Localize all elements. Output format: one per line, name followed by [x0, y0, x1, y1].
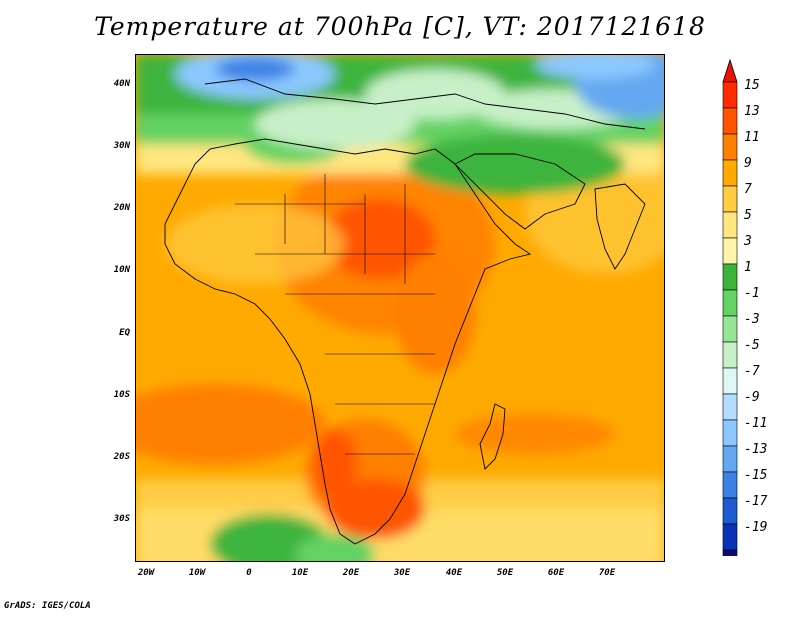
colorbar-label: -11 [744, 416, 768, 431]
africa-coastline [164, 138, 532, 545]
lon-label-50e: 50E [496, 568, 514, 578]
lat-label-30s: 30S [113, 514, 130, 524]
colorbar-label: 15 [744, 78, 760, 93]
lon-label-20e: 20E [342, 568, 360, 578]
colorbar-label: -13 [744, 442, 768, 457]
colorbar-label: -19 [744, 520, 768, 535]
coastlines [164, 78, 646, 545]
colorbar-label: -17 [744, 494, 768, 509]
lat-label-eq: EQ [119, 328, 130, 338]
colorbar-swatch [722, 159, 738, 187]
colorbar-label: -5 [744, 338, 760, 353]
colorbar-label: 11 [744, 130, 760, 145]
colorbar-over-arrow [722, 58, 738, 83]
lon-label-70e: 70E [598, 568, 616, 578]
colorbar-swatch [722, 523, 738, 551]
lon-label-10w: 10W [188, 568, 206, 578]
colorbar [722, 58, 738, 556]
colorbar-swatch [722, 81, 738, 109]
arabia-coastline [454, 153, 586, 230]
lon-label-20w: 20W [137, 568, 155, 578]
lon-label-0: 0 [246, 568, 252, 578]
lon-label-10e: 10E [291, 568, 309, 578]
colorbar-swatch [722, 185, 738, 213]
colorbar-label: 1 [744, 260, 752, 275]
colorbar-swatch [722, 289, 738, 317]
madagascar-coastline [479, 403, 506, 470]
colorbar-swatch [722, 211, 738, 239]
colorbar-label: -15 [744, 468, 768, 483]
lat-label-10s: 10S [113, 390, 130, 400]
colorbar-swatch [722, 393, 738, 421]
colorbar-label: 9 [744, 156, 752, 171]
lat-label-20n: 20N [113, 203, 130, 213]
colorbar-label: -7 [744, 364, 760, 379]
colorbar-swatch [722, 367, 738, 395]
lat-label-20s: 20S [113, 452, 130, 462]
colorbar-swatch [722, 549, 738, 556]
colorbar-swatch [722, 341, 738, 369]
lon-label-60e: 60E [547, 568, 565, 578]
colorbar-label: 3 [744, 234, 752, 249]
colorbar-label: -1 [744, 286, 760, 301]
temperature-map [135, 54, 665, 562]
country-borders [235, 174, 435, 455]
lon-label-40e: 40E [445, 568, 463, 578]
colorbar-label: 7 [744, 182, 752, 197]
colorbar-swatch [722, 445, 738, 473]
mediterranean-coastline [204, 78, 646, 130]
grads-credit: GrADS: IGES/COLA [4, 601, 91, 611]
colorbar-label: -3 [744, 312, 760, 327]
colorbar-label: 13 [744, 104, 760, 119]
colorbar-swatch [722, 315, 738, 343]
colorbar-label: -9 [744, 390, 760, 405]
temperature-field [135, 54, 665, 562]
colorbar-label: 5 [744, 208, 752, 223]
lat-label-40n: 40N [113, 79, 130, 89]
lat-label-10n: 10N [113, 265, 130, 275]
map-canvas [135, 54, 665, 562]
colorbar-swatch [722, 263, 738, 291]
colorbar-swatch [722, 107, 738, 135]
lon-label-30e: 30E [393, 568, 411, 578]
colorbar-swatch [722, 133, 738, 161]
lat-label-30n: 30N [113, 141, 130, 151]
india-coastline [594, 183, 646, 270]
colorbar-swatch [722, 237, 738, 265]
colorbar-swatch [722, 471, 738, 499]
map-title: Temperature at 700hPa [C], VT: 201712161… [94, 12, 706, 41]
colorbar-swatch [722, 497, 738, 525]
colorbar-swatch [722, 419, 738, 447]
